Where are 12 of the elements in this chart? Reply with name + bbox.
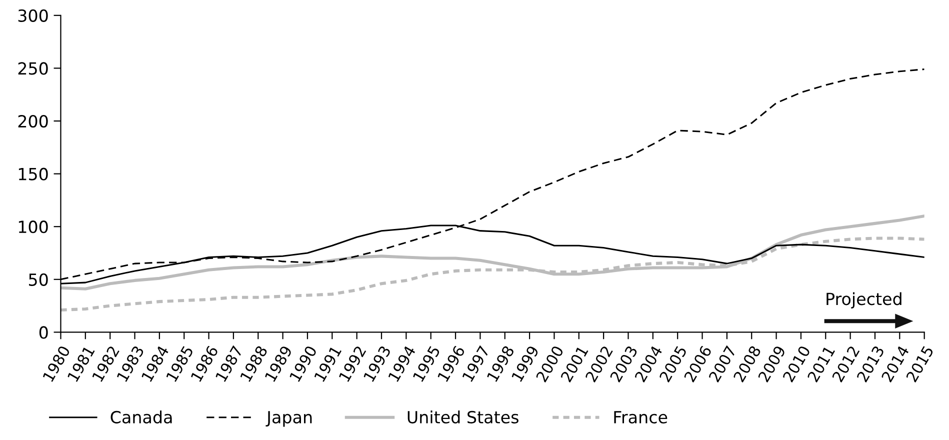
- legend-label: Japan: [266, 411, 312, 427]
- y-tick-label: 300: [18, 9, 48, 22]
- y-tick-label: 0: [39, 326, 48, 339]
- legend-label: Canada: [110, 410, 172, 424]
- y-tick-label: 150: [18, 168, 48, 180]
- legend-label: France: [614, 411, 668, 424]
- y-tick-label: 200: [18, 114, 48, 128]
- annotation: Projected: [826, 292, 902, 308]
- y-tick-label: 50: [29, 273, 48, 286]
- y-tick-label: 100: [18, 220, 48, 234]
- y-tick-label: 250: [18, 62, 48, 75]
- legend-label: United States: [408, 410, 518, 424]
